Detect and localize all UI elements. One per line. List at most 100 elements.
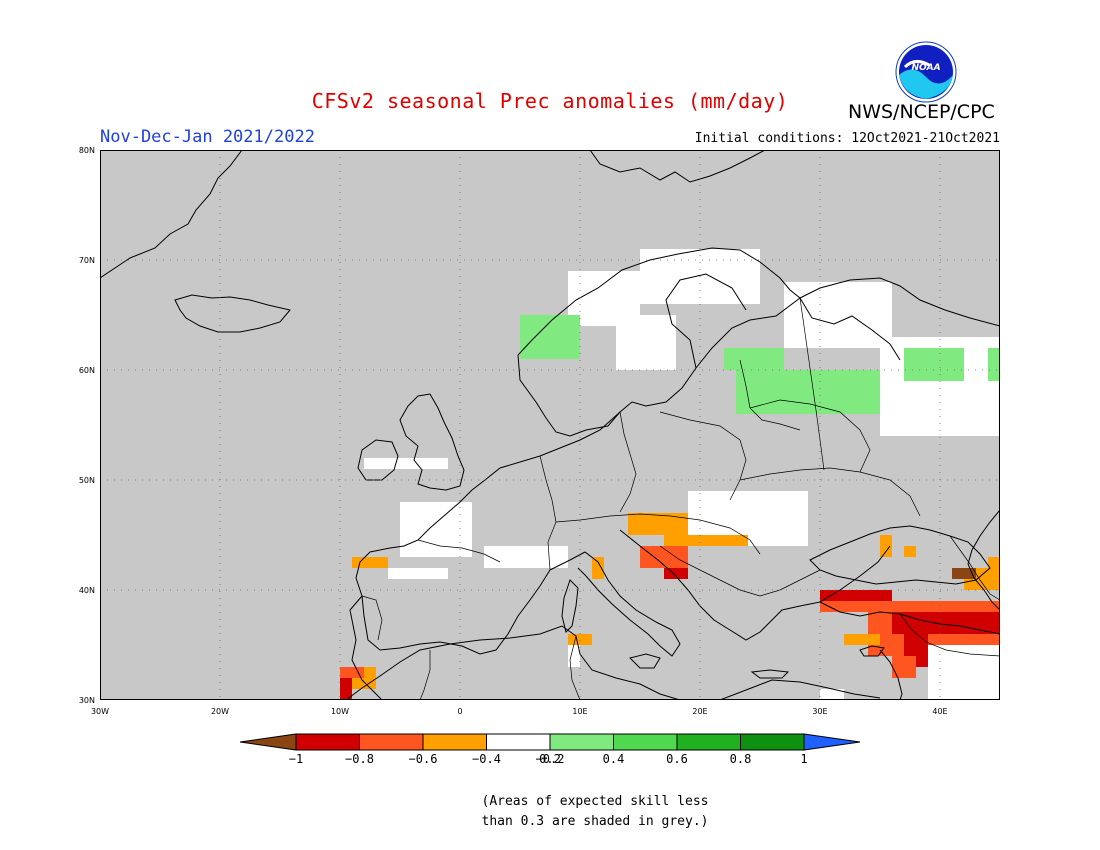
colorbar-cell <box>359 733 424 751</box>
coastline-scandinavia <box>517 247 801 437</box>
coastline-italy <box>549 551 681 657</box>
anomaly-cell <box>592 557 604 579</box>
map-title: CFSv2 seasonal Prec anomalies (mm/day) <box>311 89 789 113</box>
map-background <box>100 150 1000 700</box>
anomaly-cell <box>988 557 1000 568</box>
anomaly-cell <box>664 535 748 546</box>
border-russia-west <box>799 297 825 471</box>
anomaly-cell <box>784 282 892 348</box>
anomaly-cell <box>364 458 448 469</box>
precipitation-map <box>99 149 1001 701</box>
border-algeria-tunisia <box>569 635 581 701</box>
lon-tick-label: 20W <box>211 707 229 716</box>
lon-tick-label: 30W <box>91 707 109 716</box>
border-france-germany <box>539 455 557 571</box>
border-belarus <box>749 399 871 473</box>
anomaly-cell <box>412 568 448 579</box>
coastline-corsica-sardinia <box>561 579 579 633</box>
anomaly-cell <box>844 634 880 645</box>
colorbar-left-arrow <box>240 733 297 751</box>
lon-tick-label: 40E <box>932 707 947 716</box>
colorbar-tick-label: −1 <box>288 752 304 766</box>
coastline-levant <box>879 649 903 701</box>
coastline-sicily <box>629 653 661 669</box>
initial-conditions-label: Initial conditions: 12Oct2021-21Oct2021 <box>694 131 1000 146</box>
border-ukraine <box>739 467 921 517</box>
colorbar-tick-label: 0.6 <box>666 752 688 766</box>
anomaly-cell <box>952 568 976 579</box>
border-germany-poland <box>619 411 637 513</box>
colorbar-tick-label: −0.6 <box>408 752 438 766</box>
colorbar-tick-label: 1 <box>800 752 808 766</box>
border-spain-portugal <box>361 595 383 641</box>
colorbar-tick-label: 0.8 <box>729 752 752 766</box>
coastline-cyprus <box>859 645 885 657</box>
anomaly-cell <box>736 370 880 414</box>
colorbar-cell <box>486 733 551 751</box>
anomaly-cell <box>904 348 964 381</box>
anomaly-cell <box>640 546 688 568</box>
anomaly-cell <box>400 502 472 557</box>
coastline-greenland <box>99 149 243 279</box>
colorbar-cell <box>549 733 614 751</box>
coastline-iceland <box>174 294 291 333</box>
anomaly-cell <box>352 557 388 568</box>
noaa-logo-icon: NOAA <box>895 41 957 103</box>
footnote-line-2: than 0.3 are shaded in grey.) <box>481 814 709 829</box>
coastline-iberia <box>349 595 383 701</box>
anomaly-cell <box>820 689 844 700</box>
logo-text: NOAA <box>911 63 941 73</box>
lat-tick-label: 50N <box>79 476 95 485</box>
anomaly-cell <box>892 656 916 678</box>
coastline-turkey <box>819 601 1001 635</box>
border-balkans-internal <box>659 545 821 597</box>
colorbar-tick-label: −0.2 <box>535 752 565 766</box>
anomaly-cell <box>388 568 412 579</box>
colorbar-right-arrow <box>803 733 860 751</box>
skill-footnote: (Areas of expected skill less than 0.3 a… <box>470 792 720 832</box>
lon-tick-label: 10E <box>572 707 587 716</box>
coastline-svalbard <box>589 149 766 183</box>
footnote-line-1: (Areas of expected skill less <box>481 794 709 809</box>
colorbar-cell <box>613 733 678 751</box>
coastline-north-africa <box>345 625 681 701</box>
lat-tick-label: 70N <box>79 256 95 265</box>
anomaly-cell <box>988 348 1000 381</box>
anomaly-cell <box>664 568 688 579</box>
anomaly-cell <box>568 634 592 645</box>
anomaly-cell <box>484 546 568 568</box>
coastline-kola <box>799 277 1001 327</box>
border-baltic-russia <box>739 359 801 431</box>
lon-tick-label: 30E <box>812 707 827 716</box>
colorbar-tick-label: −0.4 <box>472 752 501 766</box>
colorbar-cell <box>422 733 487 751</box>
lat-tick-label: 40N <box>79 586 95 595</box>
season-subtitle: Nov-Dec-Jan 2021/2022 <box>100 127 315 147</box>
colorbar-cell <box>676 733 741 751</box>
lat-tick-label: 80N <box>79 146 95 155</box>
lat-tick-label: 60N <box>79 366 95 375</box>
border-caucasus <box>949 535 1001 601</box>
coastline-white-sea <box>799 297 901 361</box>
anomaly-cell <box>568 645 580 667</box>
coastline-crete <box>750 669 790 679</box>
border-turkey-south <box>899 613 1001 657</box>
colorbar <box>240 733 860 751</box>
colorbar-cell <box>740 733 805 751</box>
anomaly-cell <box>340 678 352 700</box>
colorbar-tick-label: 0.2 <box>539 752 561 766</box>
anomaly-cell <box>880 535 892 557</box>
anomaly-cell <box>820 590 892 601</box>
anomaly-cell <box>628 513 688 535</box>
anomaly-cell <box>340 667 364 678</box>
anomaly-cell <box>724 348 784 370</box>
coastline-balkans <box>619 529 891 641</box>
border-austria-hungary <box>555 513 761 555</box>
anomaly-cell <box>616 315 676 370</box>
coastline-western-europe <box>355 411 621 655</box>
agency-label: NWS/NCEP/CPC <box>848 101 995 123</box>
colorbar-tick-label: −0.8 <box>345 752 374 766</box>
coastline-gulf-bothnia <box>665 273 747 369</box>
anomaly-cell <box>904 546 916 557</box>
colorbar-cell <box>295 733 360 751</box>
